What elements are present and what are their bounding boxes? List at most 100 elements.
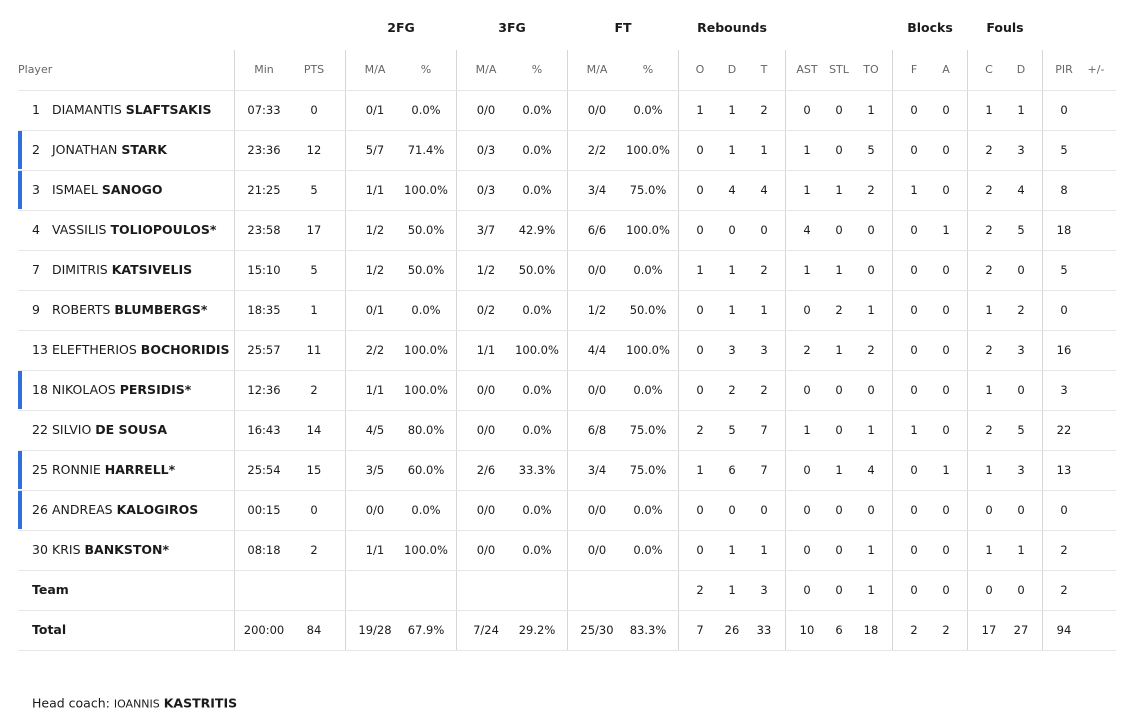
stat-cell: 1 <box>835 183 843 197</box>
stat-cell: 0 <box>942 263 950 277</box>
stat-cell: 0 <box>803 583 811 597</box>
stat-cell: 0 <box>942 143 950 157</box>
player-number: 2 <box>32 142 40 157</box>
stat-cell: 0 <box>942 383 950 397</box>
column-header: A <box>942 63 950 76</box>
stat-cell: 0 <box>835 383 843 397</box>
stat-cell: 4 <box>1017 183 1025 197</box>
coach-last-name: KASTRITIS <box>163 695 238 711</box>
stat-cell: 7 <box>696 623 704 637</box>
group-header: FT <box>614 20 632 35</box>
stat-cell: 1 <box>910 423 918 437</box>
stat-cell: 0.0% <box>633 503 663 517</box>
column-header: F <box>910 63 918 76</box>
player-number: 1 <box>32 102 40 117</box>
stat-cell: 2 <box>728 383 736 397</box>
row-divider <box>18 90 1116 91</box>
stat-cell: 100.0% <box>404 383 448 397</box>
player-number: 30 <box>32 542 48 557</box>
stat-cell: 5 <box>1060 263 1068 277</box>
last-name: SLAFTSAKIS <box>125 102 212 117</box>
column-header: % <box>531 63 543 76</box>
stat-cell: 2/2 <box>587 143 607 157</box>
group-header: Blocks <box>907 20 953 35</box>
column-header: PTS <box>303 63 325 76</box>
first-name: DIAMANTIS <box>52 102 122 117</box>
stat-cell: 2 <box>867 183 875 197</box>
stat-cell: 25/30 <box>580 623 614 637</box>
last-name: PERSIDIS* <box>119 382 192 397</box>
player-number: 13 <box>32 342 48 357</box>
stat-cell: 60.0% <box>407 463 445 477</box>
player-number: 4 <box>32 222 40 237</box>
on-court-marker <box>18 371 22 409</box>
stat-cell: 33 <box>756 623 772 637</box>
stat-cell: 10 <box>799 623 815 637</box>
stat-cell: 0 <box>942 503 950 517</box>
stat-cell: 1 <box>728 543 736 557</box>
last-name: STARK <box>121 142 167 157</box>
stat-cell: 1 <box>728 303 736 317</box>
stat-cell: 1/2 <box>587 303 607 317</box>
player-number: 22 <box>32 422 48 437</box>
first-name: NIKOLAOS <box>52 382 116 397</box>
row-divider <box>18 370 1116 371</box>
column-divider <box>892 50 893 650</box>
group-header: 2FG <box>387 20 415 35</box>
stat-cell: 7 <box>760 423 768 437</box>
stat-cell: 5 <box>1060 143 1068 157</box>
stat-cell: 4 <box>760 183 768 197</box>
stat-cell: 0/0 <box>476 543 496 557</box>
group-header: Fouls <box>986 20 1024 35</box>
stat-cell: 16 <box>1056 343 1072 357</box>
stat-cell: 1 <box>696 103 704 117</box>
stat-cell: 100.0% <box>515 343 559 357</box>
stat-cell: 0 <box>760 503 768 517</box>
row-divider <box>18 410 1116 411</box>
stat-cell: 1 <box>867 103 875 117</box>
first-name: ISMAEL <box>52 182 98 197</box>
stat-cell: 100.0% <box>626 143 670 157</box>
stat-cell: 1/2 <box>476 263 496 277</box>
stat-cell: 3 <box>728 343 736 357</box>
stat-cell: 1 <box>985 543 993 557</box>
column-divider <box>785 50 786 650</box>
stat-cell: 0 <box>1017 383 1025 397</box>
player-name: SILVIO DE SOUSA <box>52 422 167 438</box>
stat-cell: 11 <box>306 343 322 357</box>
stat-cell: 2 <box>985 223 993 237</box>
stat-cell: 1 <box>835 263 843 277</box>
stat-cell: 0/0 <box>587 503 607 517</box>
stat-cell: 2 <box>803 343 811 357</box>
stat-cell: 100.0% <box>404 543 448 557</box>
player-number: 9 <box>32 302 40 317</box>
column-header: O <box>695 63 705 76</box>
stat-cell: 50.0% <box>407 223 445 237</box>
column-header: T <box>760 63 768 76</box>
stat-cell: 00:15 <box>247 503 281 517</box>
stat-cell: 200:00 <box>243 623 285 637</box>
stat-cell: 0 <box>942 303 950 317</box>
column-divider <box>345 50 346 650</box>
stat-cell: 2 <box>696 583 704 597</box>
stat-cell: 18 <box>1056 223 1072 237</box>
first-name: ROBERTS <box>52 302 111 317</box>
stat-cell: 2 <box>985 183 993 197</box>
stat-cell: 0 <box>1060 503 1068 517</box>
stat-cell: 0.0% <box>633 383 663 397</box>
stat-cell: 50.0% <box>407 263 445 277</box>
stat-cell: 1 <box>310 303 318 317</box>
stat-cell: 1 <box>985 303 993 317</box>
column-divider <box>678 50 679 650</box>
column-divider <box>967 50 968 650</box>
stat-cell: 84 <box>306 623 322 637</box>
stat-cell: 0 <box>910 503 918 517</box>
stat-cell: 100.0% <box>626 343 670 357</box>
stat-cell: 07:33 <box>247 103 281 117</box>
stat-cell: 2 <box>1060 583 1068 597</box>
stat-cell: 0.0% <box>522 143 552 157</box>
stat-cell: 0/3 <box>476 183 496 197</box>
stat-cell: 2 <box>760 383 768 397</box>
player-name: ELEFTHERIOS BOCHORIDIS <box>52 342 230 358</box>
